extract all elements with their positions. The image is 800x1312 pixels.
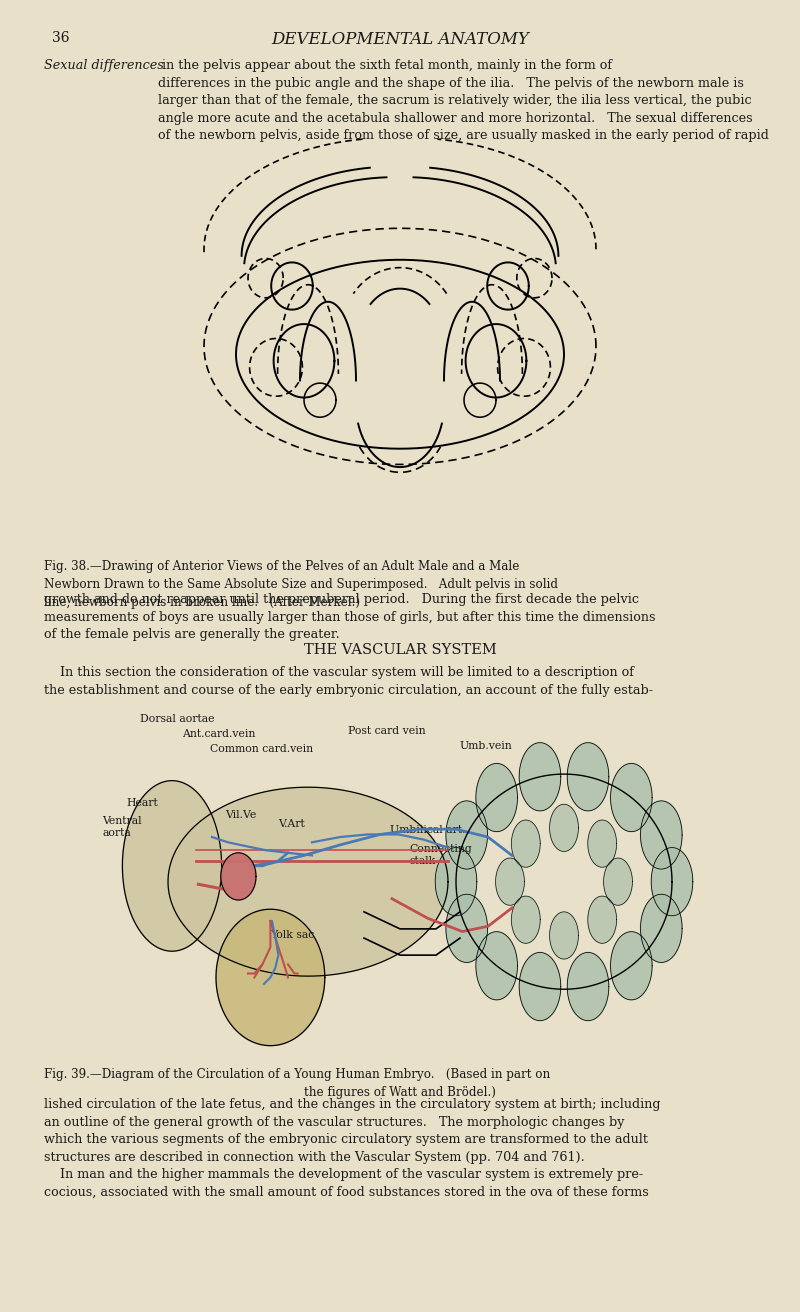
Text: Newborn Drawn to the Same Absolute Size and Superimposed.   Adult pelvis in soli: Newborn Drawn to the Same Absolute Size … — [44, 577, 558, 590]
Polygon shape — [610, 932, 652, 1000]
Text: Umb.vein: Umb.vein — [460, 741, 513, 752]
Polygon shape — [519, 743, 561, 811]
Text: Ventral
aorta: Ventral aorta — [102, 816, 142, 838]
Polygon shape — [168, 787, 448, 976]
Text: line, newborn pelvis in broken line.   (After Merkel.): line, newborn pelvis in broken line. (Af… — [44, 596, 360, 609]
Polygon shape — [511, 820, 540, 867]
Text: 36: 36 — [52, 31, 70, 46]
Polygon shape — [496, 858, 525, 905]
Text: Fig. 39.—Diagram of the Circulation of a Young Human Embryo.   (Based in part on: Fig. 39.—Diagram of the Circulation of a… — [44, 1068, 550, 1081]
Polygon shape — [604, 858, 632, 905]
Text: Sexual differences: Sexual differences — [44, 59, 164, 72]
Polygon shape — [446, 800, 487, 869]
Polygon shape — [651, 848, 693, 916]
Polygon shape — [476, 764, 518, 832]
Text: Common card.vein: Common card.vein — [210, 744, 313, 754]
Polygon shape — [588, 896, 617, 943]
Polygon shape — [641, 895, 682, 963]
Polygon shape — [216, 909, 325, 1046]
Text: Connecting
stalk: Connecting stalk — [410, 844, 472, 866]
Polygon shape — [122, 781, 222, 951]
Polygon shape — [435, 848, 477, 916]
Text: the figures of Watt and Brödel.): the figures of Watt and Brödel.) — [304, 1086, 496, 1098]
Polygon shape — [610, 764, 652, 832]
Text: growth and do not reappear until the prepuberal period.   During the first decad: growth and do not reappear until the pre… — [44, 593, 655, 642]
Polygon shape — [221, 853, 256, 900]
Text: DEVELOPMENTAL ANATOMY: DEVELOPMENTAL ANATOMY — [271, 31, 529, 49]
Polygon shape — [511, 896, 540, 943]
Text: lished circulation of the late fetus, and the changes in the circulatory system : lished circulation of the late fetus, an… — [44, 1098, 661, 1199]
Polygon shape — [550, 912, 578, 959]
Polygon shape — [641, 800, 682, 869]
Text: Yolk sac: Yolk sac — [270, 930, 314, 941]
Polygon shape — [519, 953, 561, 1021]
Text: Ant.card.vein: Ant.card.vein — [182, 729, 256, 740]
Text: Fig. 38.—Drawing of Anterior Views of the Pelves of an Adult Male and a Male: Fig. 38.—Drawing of Anterior Views of th… — [44, 560, 519, 573]
Polygon shape — [446, 895, 487, 963]
Text: Dorsal aortae: Dorsal aortae — [140, 714, 214, 724]
Polygon shape — [588, 820, 617, 867]
Text: in the pelvis appear about the sixth fetal month, mainly in the form of
differen: in the pelvis appear about the sixth fet… — [158, 59, 770, 142]
Text: Vil.Ve: Vil.Ve — [226, 810, 257, 820]
Text: Post card vein: Post card vein — [348, 726, 426, 736]
Text: Umbilical art.: Umbilical art. — [390, 825, 466, 836]
Polygon shape — [550, 804, 578, 851]
Polygon shape — [567, 743, 609, 811]
Polygon shape — [567, 953, 609, 1021]
Text: THE VASCULAR SYSTEM: THE VASCULAR SYSTEM — [304, 643, 496, 657]
Text: V.Art: V.Art — [278, 819, 305, 829]
Text: Heart: Heart — [126, 798, 158, 808]
Polygon shape — [476, 932, 518, 1000]
Text: In this section the consideration of the vascular system will be limited to a de: In this section the consideration of the… — [44, 666, 653, 697]
